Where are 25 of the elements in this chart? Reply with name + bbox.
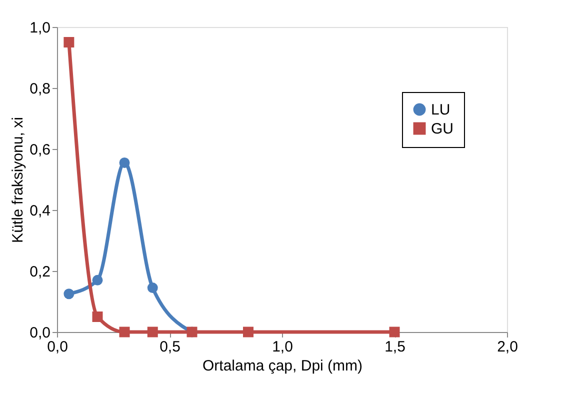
point <box>64 288 74 300</box>
x-axis-title: Ortalama çap, Dpi (mm) <box>202 358 363 374</box>
point <box>92 312 103 322</box>
point <box>64 37 74 48</box>
y-tick-label: 1,0 <box>30 20 50 36</box>
y-tick-label: 0,0 <box>30 324 50 342</box>
x-tick-label: 1,5 <box>384 338 406 356</box>
y-tick-label: 0,4 <box>30 202 50 220</box>
x-tick-label: 0,0 <box>47 338 68 356</box>
y-tick-label: 0,6 <box>30 142 50 158</box>
legend-label: GU <box>431 120 454 138</box>
x-tick-label: 2,0 <box>497 338 518 356</box>
point <box>119 326 130 338</box>
point <box>147 326 158 338</box>
legend-label: LU <box>431 102 450 118</box>
point <box>147 282 158 294</box>
point <box>243 326 254 338</box>
y-tick-label: 0,2 <box>30 264 50 280</box>
point <box>119 157 130 168</box>
point <box>92 274 103 286</box>
x-tick-label: 0,5 <box>160 338 180 356</box>
y-tick-label: 0,8 <box>30 80 50 98</box>
x-tick-label: 1,0 <box>272 338 293 356</box>
y-axis-title: Kütle fraksiyonu, xi <box>10 117 27 243</box>
point <box>389 326 400 338</box>
